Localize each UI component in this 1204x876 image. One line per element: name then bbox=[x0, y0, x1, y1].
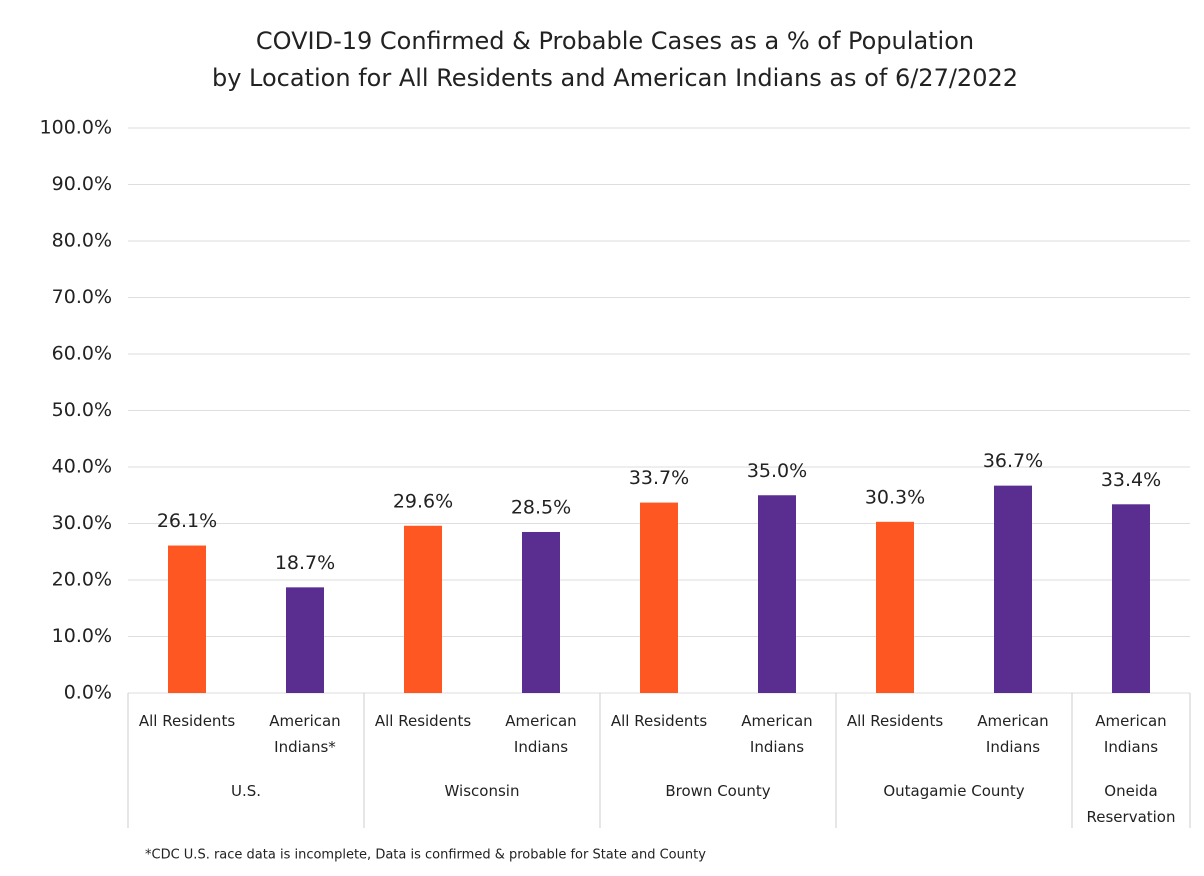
y-tick-label: 90.0% bbox=[52, 173, 112, 195]
value-label: 33.7% bbox=[629, 467, 689, 489]
x-tick-label: All Residents bbox=[374, 712, 472, 730]
x-tick-label: American Indians bbox=[505, 712, 577, 756]
value-label: 30.3% bbox=[865, 486, 925, 508]
bar bbox=[758, 495, 796, 693]
bar bbox=[640, 502, 678, 693]
footnote: *CDC U.S. race data is incomplete, Data … bbox=[145, 848, 706, 863]
value-label: 28.5% bbox=[511, 496, 571, 518]
bar bbox=[994, 485, 1032, 693]
y-tick-label: 100.0% bbox=[40, 117, 112, 139]
group-label: Oneida Reservation bbox=[1086, 782, 1176, 826]
value-label: 26.1% bbox=[157, 510, 217, 532]
bar bbox=[1112, 504, 1150, 693]
y-tick-label: 20.0% bbox=[52, 569, 112, 591]
bar bbox=[876, 521, 914, 693]
value-label: 29.6% bbox=[393, 490, 453, 512]
x-tick-label: All Residents bbox=[138, 712, 236, 730]
y-tick-label: 80.0% bbox=[52, 230, 112, 252]
group-label: U.S. bbox=[230, 782, 262, 800]
y-tick-label: 0.0% bbox=[64, 682, 112, 704]
bar bbox=[404, 525, 442, 693]
bar bbox=[168, 545, 206, 693]
group-label: Wisconsin bbox=[444, 782, 520, 800]
chart-title: by Location for All Residents and Americ… bbox=[212, 64, 1018, 92]
chart-title: COVID-19 Confirmed & Probable Cases as a… bbox=[256, 27, 974, 55]
bar bbox=[522, 531, 560, 693]
x-tick-label: All Residents bbox=[610, 712, 708, 730]
x-tick-label: American Indians* bbox=[269, 712, 341, 756]
x-tick-label: American Indians bbox=[977, 712, 1049, 756]
group-label: Brown County bbox=[665, 782, 771, 800]
group-label: Outagamie County bbox=[883, 782, 1025, 800]
value-label: 18.7% bbox=[275, 552, 335, 574]
y-tick-label: 70.0% bbox=[52, 286, 112, 308]
y-tick-label: 50.0% bbox=[52, 399, 112, 421]
x-tick-label: American Indians bbox=[741, 712, 813, 756]
y-tick-label: 60.0% bbox=[52, 343, 112, 365]
value-label: 33.4% bbox=[1101, 469, 1161, 491]
y-tick-label: 40.0% bbox=[52, 456, 112, 478]
bar bbox=[286, 587, 324, 693]
y-tick-label: 10.0% bbox=[52, 625, 112, 647]
value-label: 36.7% bbox=[983, 450, 1043, 472]
x-tick-label: All Residents bbox=[846, 712, 944, 730]
value-label: 35.0% bbox=[747, 460, 807, 482]
y-tick-label: 30.0% bbox=[52, 512, 112, 534]
x-tick-label: American Indians bbox=[1095, 712, 1167, 756]
